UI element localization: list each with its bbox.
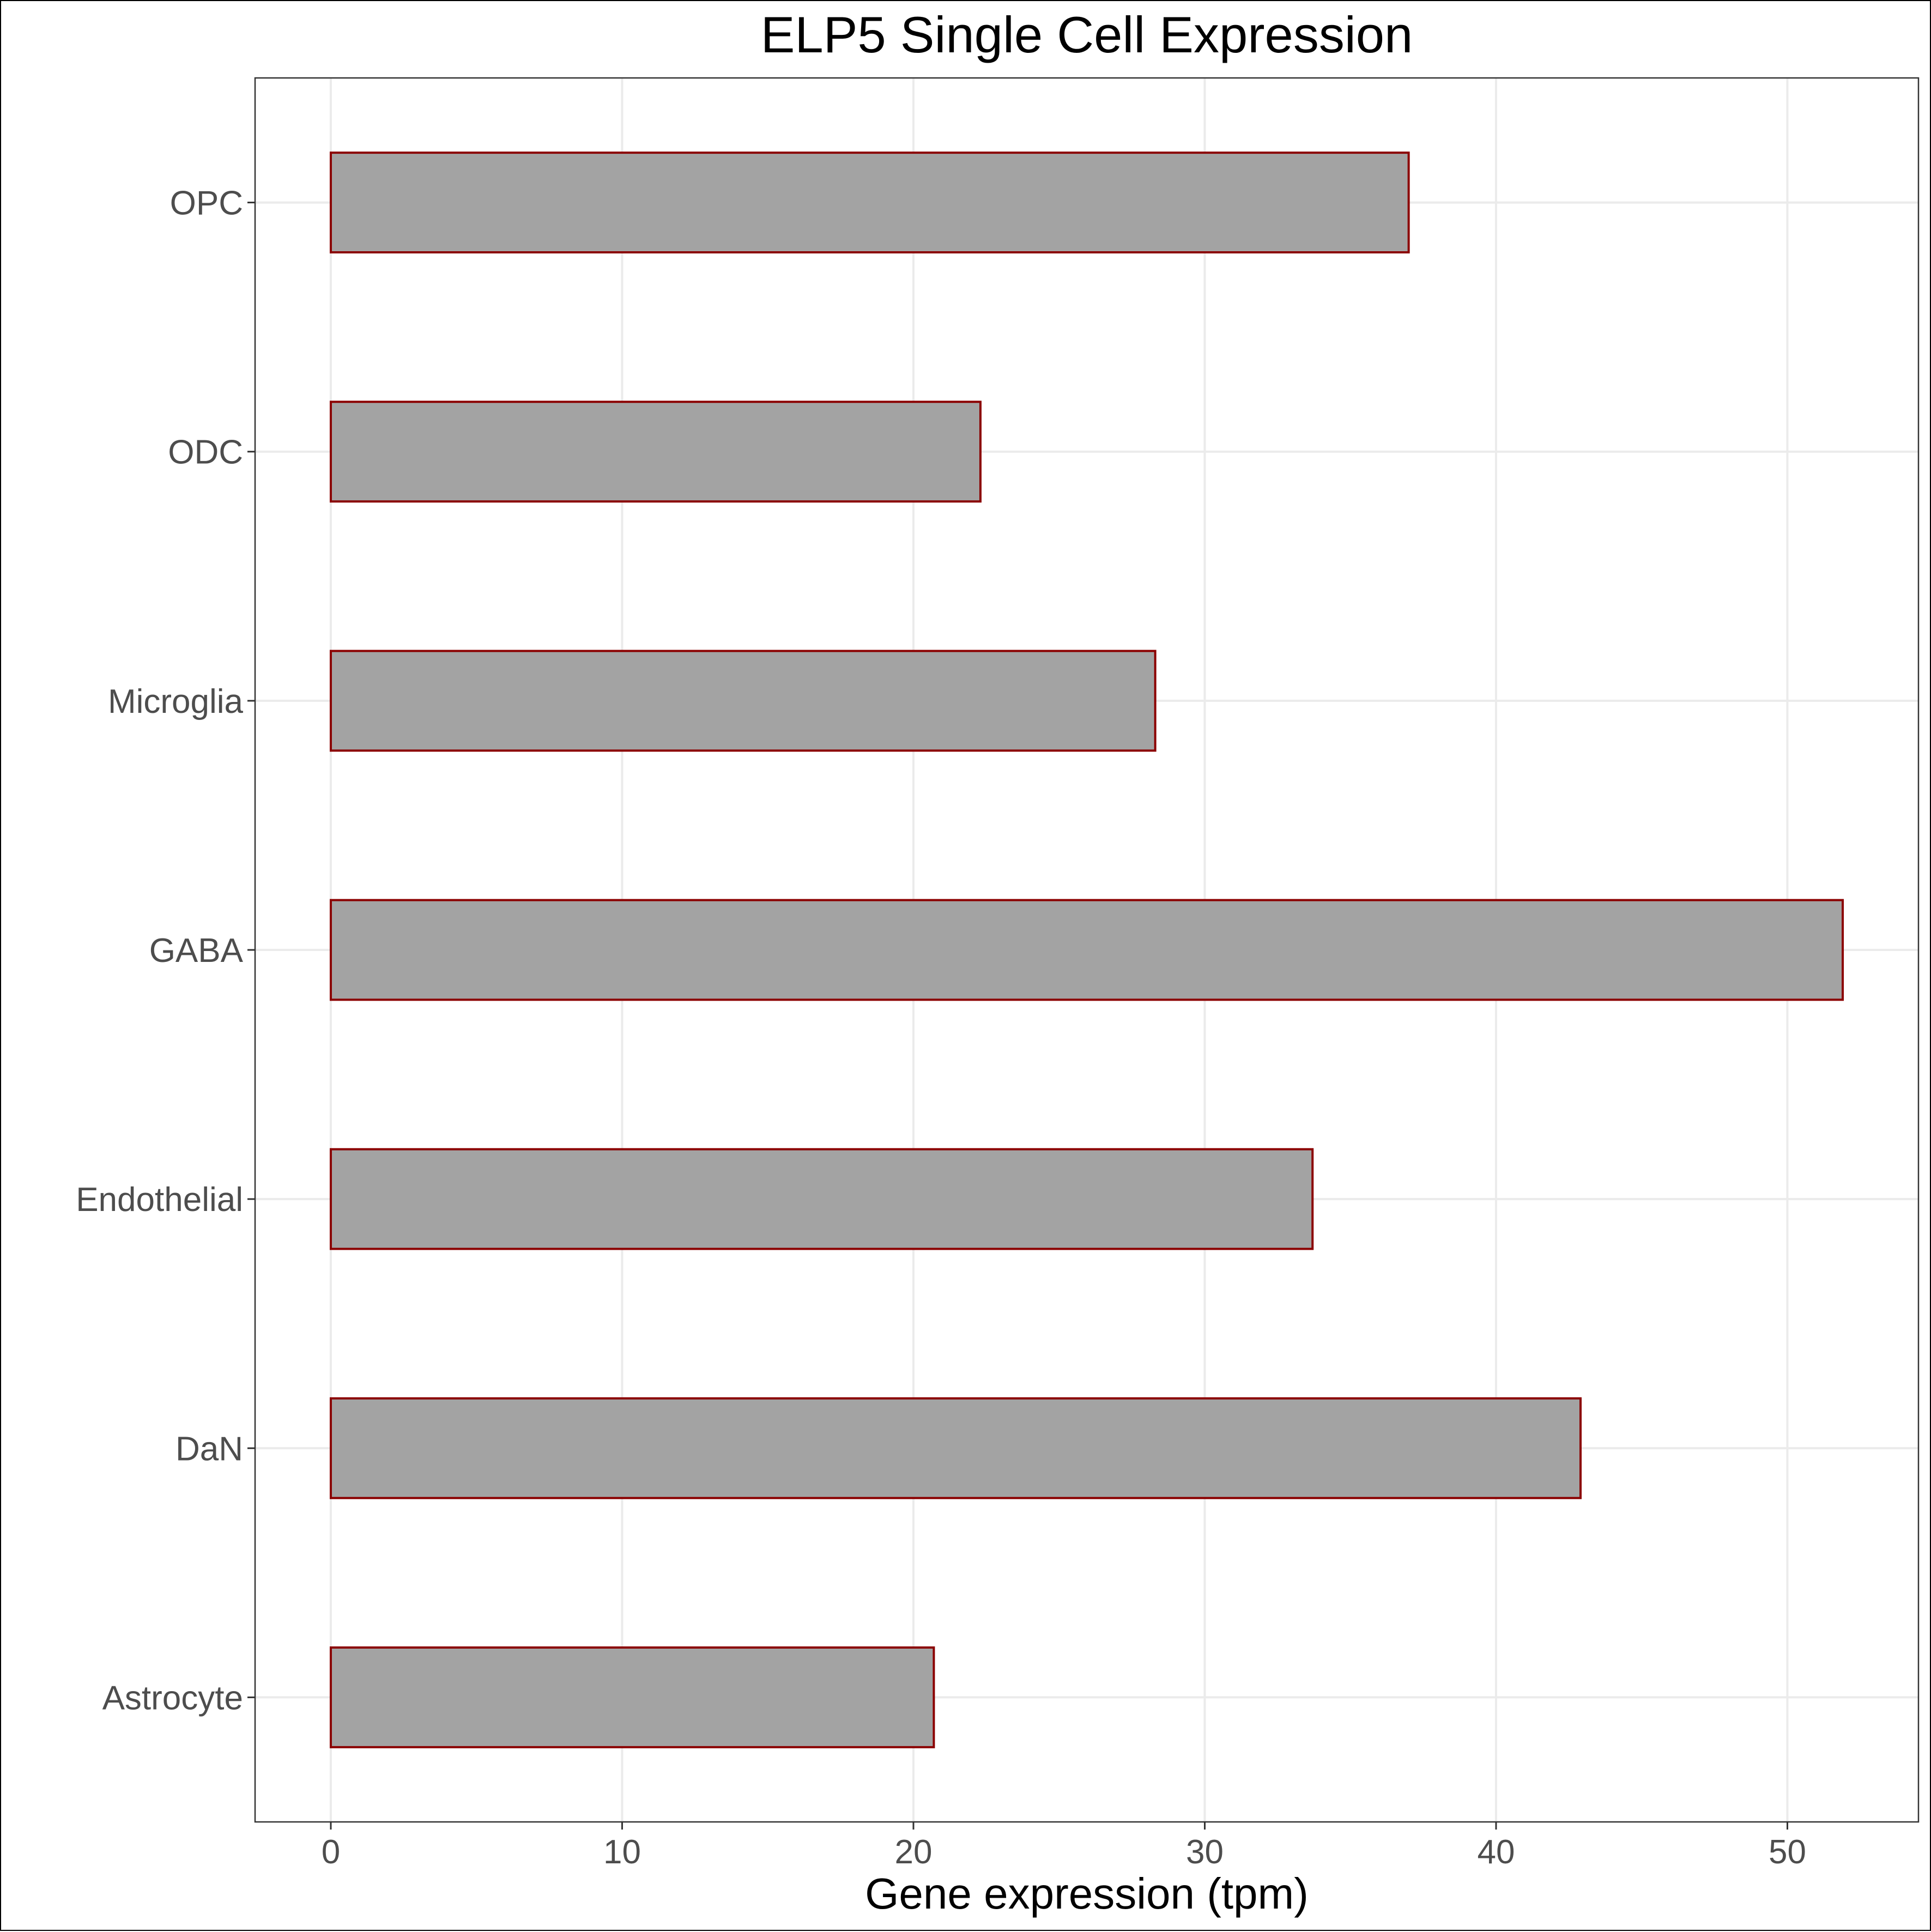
- y-tick-label: Microglia: [108, 683, 244, 720]
- axis-ticks: 0 10 20 30 40 50 Astrocyte DaN Endothelial GABA Mi…: [76, 185, 1806, 1871]
- x-tick-label: 20: [894, 1833, 932, 1871]
- y-tick-label: Astrocyte: [102, 1679, 243, 1717]
- x-axis-title: Gene expression (tpm): [865, 1869, 1309, 1918]
- bar-astrocyte: [329, 1646, 935, 1748]
- bar-dan: [329, 1397, 1582, 1499]
- bars: [329, 152, 1844, 1748]
- y-tick-label: GABA: [149, 932, 244, 970]
- bar-endothelial: [329, 1148, 1314, 1250]
- y-tick-label: DaN: [175, 1430, 243, 1468]
- y-tick-label: Endothelial: [76, 1181, 243, 1219]
- x-tick-label: 10: [603, 1833, 641, 1871]
- chart-title: ELP5 Single Cell Expression: [761, 6, 1413, 63]
- x-tick-label: 50: [1769, 1833, 1806, 1871]
- x-tick-label: 0: [322, 1833, 340, 1871]
- bar-opc: [329, 152, 1410, 253]
- bar-microglia: [329, 650, 1157, 752]
- bar-gaba: [329, 899, 1844, 1001]
- x-tick-label: 30: [1186, 1833, 1224, 1871]
- bar-odc: [329, 401, 982, 503]
- y-tick-label: OPC: [170, 185, 243, 222]
- x-tick-label: 40: [1477, 1833, 1515, 1871]
- y-tick-label: ODC: [168, 434, 243, 471]
